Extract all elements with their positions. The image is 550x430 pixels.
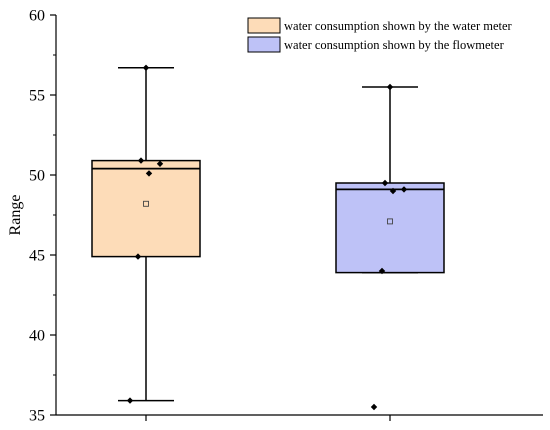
- y-tick-label: 60: [29, 8, 45, 25]
- legend-label: water consumption shown by the water met…: [284, 19, 513, 33]
- data-point: [142, 64, 150, 71]
- box-iqr: [335, 182, 445, 274]
- outlier-point: [370, 403, 378, 411]
- data-point: [145, 170, 153, 177]
- data-point: [386, 83, 394, 91]
- y-tick-label: 40: [29, 328, 45, 345]
- data-point: [134, 253, 142, 260]
- data-point: [137, 157, 145, 164]
- axes: Range 35 40 45 50 55 60: [7, 8, 543, 425]
- plot-area: [91, 64, 445, 411]
- data-point: [126, 397, 134, 404]
- data-point: [156, 160, 164, 167]
- y-tick-label: 50: [29, 168, 45, 185]
- box-series-2: [335, 83, 445, 411]
- y-tick-label: 55: [29, 88, 45, 105]
- y-tick-label: 45: [29, 248, 45, 265]
- legend-label: water consumption shown by the flowmeter: [284, 38, 505, 52]
- data-point: [378, 267, 386, 275]
- mean-marker: [387, 218, 393, 225]
- data-point: [389, 187, 397, 195]
- box-iqr: [91, 159, 201, 258]
- y-tick-label: 35: [29, 408, 45, 425]
- legend-swatch: [247, 17, 281, 34]
- box-series-1: [91, 64, 201, 404]
- data-point: [381, 179, 389, 187]
- mean-marker: [143, 200, 149, 207]
- legend-swatch: [247, 36, 281, 53]
- data-point: [400, 186, 408, 193]
- legend: water consumption shown by the water met…: [247, 17, 513, 53]
- y-axis-title: Range: [7, 195, 24, 236]
